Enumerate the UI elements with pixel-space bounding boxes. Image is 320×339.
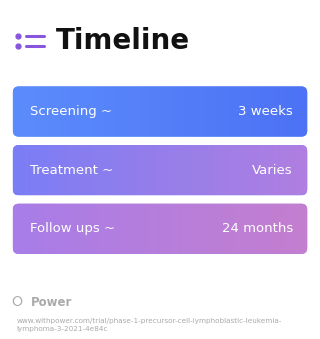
Text: Follow ups ~: Follow ups ~: [30, 222, 116, 235]
Text: 24 months: 24 months: [221, 222, 293, 235]
Text: 3 weeks: 3 weeks: [238, 105, 293, 118]
FancyBboxPatch shape: [13, 204, 307, 254]
FancyBboxPatch shape: [13, 86, 307, 137]
Text: Screening ~: Screening ~: [30, 105, 113, 118]
Text: ⵔ: ⵔ: [11, 296, 22, 309]
Text: Varies: Varies: [252, 164, 293, 177]
Text: Treatment ~: Treatment ~: [30, 164, 114, 177]
Text: Timeline: Timeline: [56, 27, 190, 55]
FancyBboxPatch shape: [13, 145, 307, 195]
Text: www.withpower.com/trial/phase-1-precursor-cell-lymphoblastic-leukemia-
lymphoma-: www.withpower.com/trial/phase-1-precurso…: [17, 318, 282, 333]
Text: Power: Power: [30, 296, 72, 309]
